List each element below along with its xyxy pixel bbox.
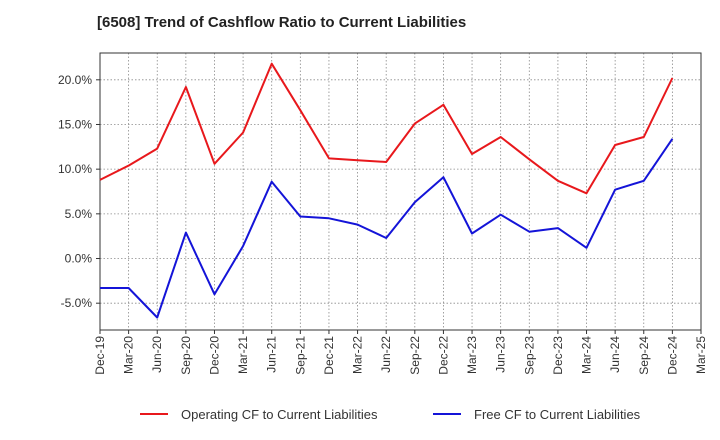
x-tick-label: Sep-22 [408,336,422,375]
x-tick-label: Sep-23 [522,336,536,375]
y-axis: -5.0% 0.0% 5.0% 10.0% 15.0% 20.0% [58,73,100,310]
x-tick-label: Mar-25 [694,336,708,374]
legend-label: Operating CF to Current Liabilities [181,407,378,422]
x-tick-label: Mar-24 [580,336,594,374]
x-tick-label: Sep-24 [637,336,651,375]
plot-area [99,52,702,331]
y-tick-label: 10.0% [58,162,92,176]
x-tick-label: Jun-24 [608,336,622,373]
y-tick-label: 20.0% [58,73,92,87]
series-line-operating-cf-to-current-liabilities [99,62,674,195]
x-tick-label: Dec-23 [551,336,565,375]
x-tick-label: Mar-20 [122,336,136,374]
y-tick-label: 5.0% [65,207,93,221]
y-tick-label: -5.0% [61,296,93,310]
series-line-free-cf-to-current-liabilities [100,138,674,319]
x-tick-label: Dec-22 [436,336,450,375]
x-tick-label: Sep-20 [179,336,193,375]
x-tick-label: Mar-22 [351,336,365,374]
y-tick-label: 15.0% [58,117,92,131]
x-tick-label: Dec-21 [322,336,336,375]
x-tick-label: Mar-21 [236,336,250,374]
series-lines [99,62,674,319]
x-tick-label: Dec-20 [207,336,221,375]
legend: Operating CF to Current Liabilities Free … [140,407,641,422]
x-tick-label: Mar-23 [465,336,479,374]
x-tick-label: Jun-20 [150,336,164,373]
x-tick-label: Sep-21 [293,336,307,375]
x-tick-label: Jun-21 [265,336,279,373]
x-tick-label: Dec-24 [665,336,679,375]
x-tick-label: Dec-19 [93,336,107,375]
x-tick-label: Jun-22 [379,336,393,373]
y-tick-label: 0.0% [65,252,93,266]
chart-title: [6508] Trend of Cashflow Ratio to Curren… [97,14,467,31]
grid-lines [99,53,702,330]
x-axis: Dec-19 Mar-20 Jun-20 Sep-20 Dec-20 Mar-21 Jun-… [93,330,708,375]
legend-label: Free CF to Current Liabilities [474,407,641,422]
x-tick-label: Jun-23 [494,336,508,373]
